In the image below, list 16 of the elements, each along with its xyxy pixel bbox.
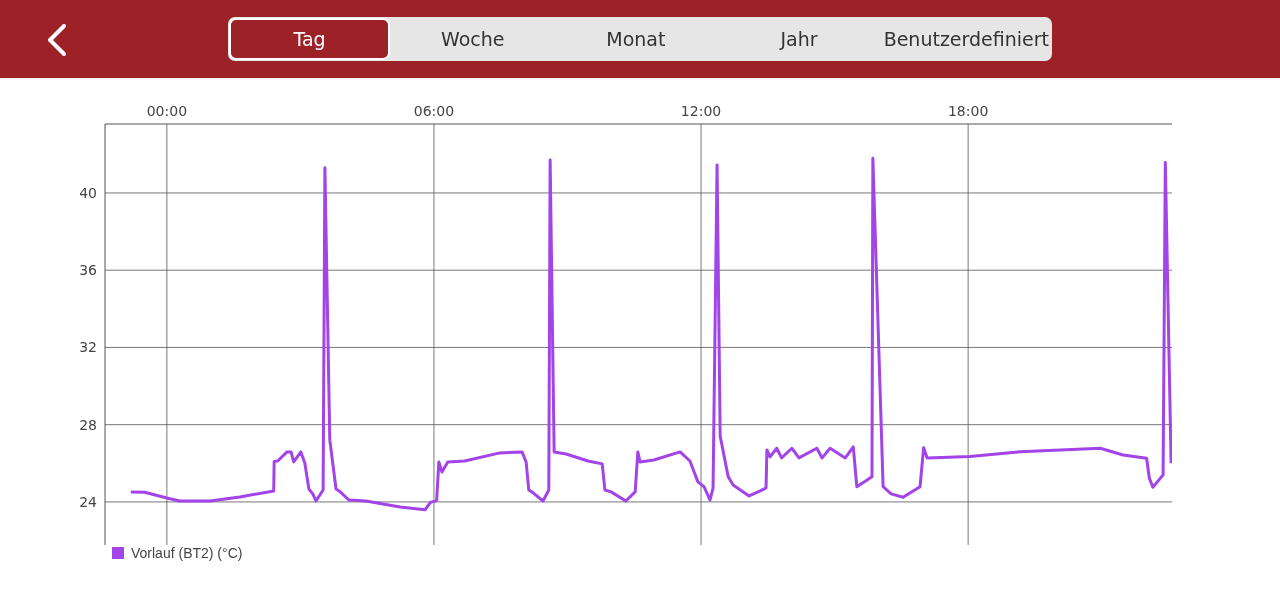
y-tick-label: 24 (79, 493, 98, 510)
x-tick-label: 12:00 (680, 103, 722, 119)
x-tick-label: 06:00 (413, 103, 455, 119)
y-tick-label: 28 (79, 416, 97, 433)
text: Benutzerdefiniert (883, 28, 1050, 50)
line-series (129, 156, 1172, 512)
text: Woche (440, 28, 505, 50)
x-tick-label: 18:00 (947, 103, 989, 119)
text: Jahr (780, 28, 818, 50)
y-tick-label: 40 (79, 184, 97, 201)
y-tick-label: 36 (79, 262, 98, 279)
text: Monat (606, 28, 666, 50)
text: Tag (293, 28, 326, 50)
y-tick-label: 32 (79, 339, 97, 356)
x-tick-label: 00:00 (146, 103, 188, 119)
legend-label: Vorlauf (BT2) (°C) (131, 545, 243, 561)
